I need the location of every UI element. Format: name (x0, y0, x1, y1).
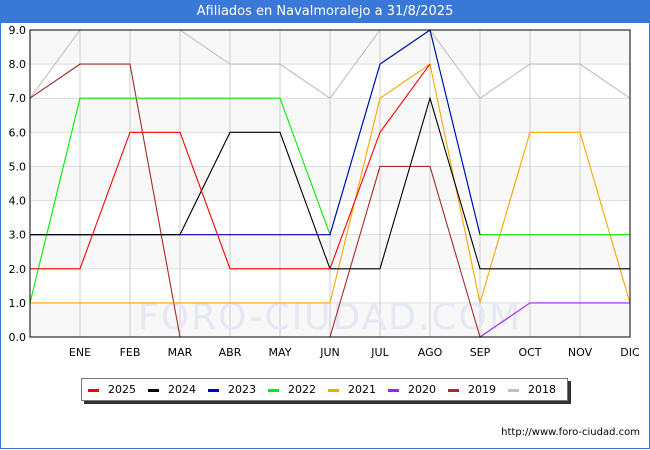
plot-border (29, 29, 631, 338)
legend-label: 2019 (468, 383, 496, 396)
legend: 2025 2024 2023 2022 2021 2020 2019 2018 (81, 378, 568, 401)
y-tick-label: 8.0 (9, 58, 27, 71)
y-tick-label: 1.0 (9, 297, 27, 310)
series-line-2020 (479, 302, 630, 338)
y-tick-label: 2.0 (9, 263, 27, 276)
x-tick-label: MAY (269, 346, 292, 359)
x-tick-label: DIC (620, 346, 640, 359)
legend-label: 2021 (348, 383, 376, 396)
chart-title: Afiliados en Navalmoralejo a 31/8/2025 (0, 0, 650, 23)
legend-swatch (268, 388, 279, 392)
legend-item-2025: 2025 (88, 379, 136, 400)
legend-swatch (388, 388, 399, 392)
footer-url[interactable]: http://www.foro-ciudad.com (501, 427, 640, 438)
x-tick-label: AGO (418, 346, 443, 359)
x-tick-label: SEP (470, 346, 491, 359)
y-tick-label: 6.0 (9, 126, 27, 139)
x-tick-label: ENE (69, 346, 91, 359)
y-tick-label: 5.0 (9, 160, 27, 173)
y-tick-label: 9.0 (9, 24, 27, 37)
series-line-2025 (30, 63, 431, 270)
x-tick-label: OCT (518, 346, 541, 359)
legend-item-2022: 2022 (268, 379, 316, 400)
legend-item-2024: 2024 (148, 379, 196, 400)
legend-label: 2018 (528, 383, 556, 396)
legend-swatch (208, 388, 219, 392)
legend-label: 2020 (408, 383, 436, 396)
x-tick-label: FEB (120, 346, 141, 359)
x-tick-label: ABR (219, 346, 242, 359)
y-tick-label: 7.0 (9, 92, 27, 105)
y-tick-label: 0.0 (9, 331, 27, 344)
legend-label: 2022 (288, 383, 316, 396)
legend-swatch (88, 388, 99, 392)
legend-label: 2023 (228, 383, 256, 396)
legend-swatch (508, 388, 519, 392)
y-tick-label: 3.0 (9, 229, 27, 242)
series-line-2021 (30, 63, 631, 304)
y-tick-label: 4.0 (9, 195, 27, 208)
legend-item-2021: 2021 (328, 379, 376, 400)
x-tick-label: NOV (568, 346, 593, 359)
x-tick-label: MAR (168, 346, 193, 359)
x-tick-label: JUN (319, 346, 340, 359)
legend-swatch (328, 388, 339, 392)
legend-item-2019: 2019 (448, 379, 496, 400)
legend-label: 2025 (108, 383, 136, 396)
line-chart: FORO-CIUDAD.COM 0.0 1.0 2.0 3.0 4.0 5.0 6.0 7.0 8… (9, 24, 641, 359)
watermark: FORO-CIUDAD.COM (138, 297, 522, 338)
legend-item-2020: 2020 (388, 379, 436, 400)
legend-item-2023: 2023 (208, 379, 256, 400)
x-tick-label: JUL (370, 346, 389, 359)
legend-label: 2024 (168, 383, 196, 396)
legend-swatch (448, 388, 459, 392)
legend-item-2018: 2018 (508, 379, 556, 400)
legend-swatch (148, 388, 159, 392)
